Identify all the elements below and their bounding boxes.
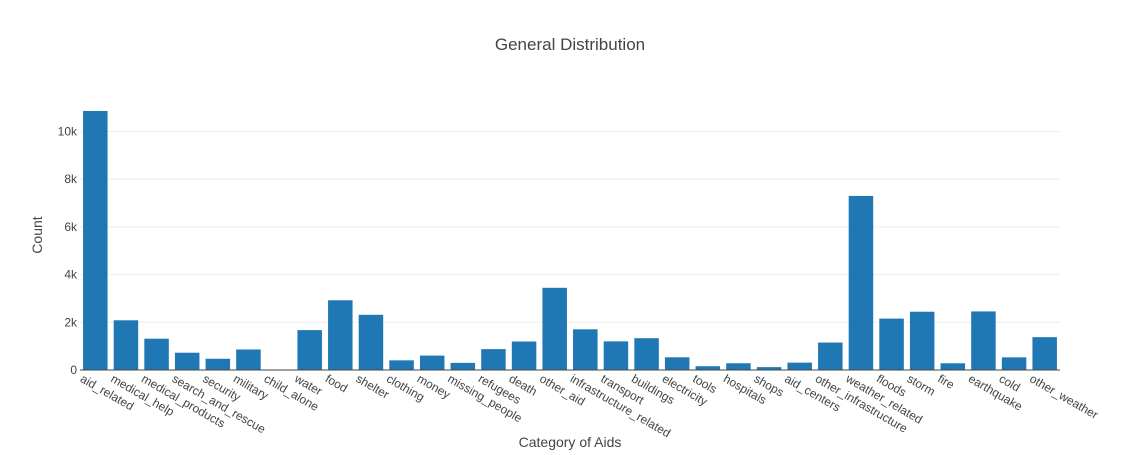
bar-floods[interactable] — [879, 318, 904, 370]
bar-tools[interactable] — [695, 366, 721, 370]
bar-clothing[interactable] — [389, 360, 414, 370]
bar-medical-products[interactable] — [144, 338, 169, 370]
x-tick-label: fire — [935, 371, 957, 392]
bar-death[interactable] — [511, 341, 537, 370]
bar-aid-related[interactable] — [83, 110, 108, 370]
x-tick-label: shelter — [353, 371, 391, 401]
bar-medical-help[interactable] — [113, 320, 139, 370]
bar-cold[interactable] — [1001, 357, 1027, 370]
y-tick-label: 10k — [58, 124, 78, 138]
bar-search-and-rescue[interactable] — [174, 352, 200, 370]
bar-missing-people[interactable] — [450, 362, 476, 370]
bar-buildings[interactable] — [634, 338, 659, 370]
bar-aid-centers[interactable] — [787, 362, 812, 370]
bar-food[interactable] — [328, 300, 353, 370]
bar-money[interactable] — [419, 355, 445, 370]
grid-lines — [80, 130, 1060, 323]
bar-shops[interactable] — [756, 367, 782, 370]
y-tick-label: 8k — [64, 172, 78, 186]
bar-storm[interactable] — [909, 311, 935, 370]
x-tick-label: storm — [905, 371, 938, 398]
chart-title: General Distribution — [495, 35, 645, 54]
y-axis-ticks: 0 2k 4k 6k 8k 10k — [58, 124, 78, 377]
bar-other-infrastructure[interactable] — [818, 342, 843, 370]
bar-hospitals[interactable] — [726, 363, 751, 370]
bar-security[interactable] — [205, 358, 231, 370]
bar-weather-related[interactable] — [848, 195, 874, 370]
bar-water[interactable] — [297, 330, 322, 370]
y-axis-title: Count — [29, 216, 45, 253]
y-tick-label: 2k — [64, 315, 78, 329]
x-axis-ticks: aid_relatedmedical_helpmedical_productss… — [78, 371, 1101, 440]
x-tick-label: food — [323, 371, 350, 395]
bar-other-weather[interactable] — [1032, 337, 1057, 370]
bar-transport[interactable] — [603, 341, 629, 370]
bars — [80, 110, 1060, 371]
bar-earthquake[interactable] — [971, 311, 996, 370]
bar-military[interactable] — [236, 349, 261, 370]
x-tick-label: other_weather — [1027, 371, 1100, 421]
y-tick-label: 6k — [64, 220, 78, 234]
bar-infrastructure-related[interactable] — [573, 329, 598, 370]
y-tick-label: 0 — [70, 363, 77, 377]
bar-electricity[interactable] — [664, 357, 690, 370]
bar-other-aid[interactable] — [542, 287, 567, 370]
bar-shelter[interactable] — [358, 314, 384, 370]
bar-fire[interactable] — [940, 363, 966, 370]
x-axis-title: Category of Aids — [519, 434, 622, 450]
y-tick-label: 4k — [64, 268, 78, 282]
bar-refugees[interactable] — [481, 349, 506, 370]
